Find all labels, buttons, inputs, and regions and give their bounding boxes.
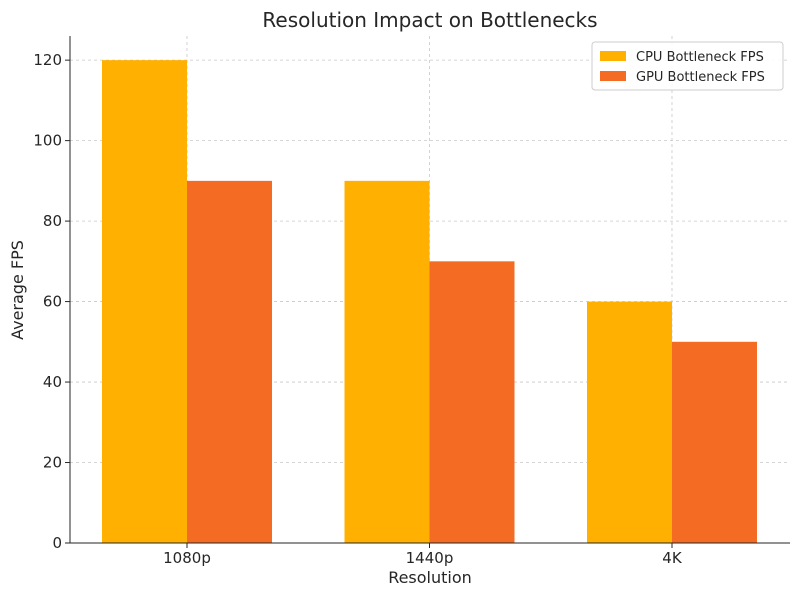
x-tick-label: 1440p (406, 549, 454, 567)
bar-cpu-4k (587, 301, 672, 543)
bar-gpu-1080p (187, 180, 272, 543)
legend-label: GPU Bottleneck FPS (636, 70, 765, 85)
bar-cpu-1080p (102, 60, 187, 544)
y-tick-label: 20 (43, 454, 62, 472)
y-ticks: 0 20 40 60 80 100 120 (33, 51, 70, 552)
bars (102, 60, 757, 544)
x-tick-label: 1080p (163, 549, 211, 567)
legend-swatch (600, 51, 626, 61)
bar-gpu-4k (672, 341, 757, 543)
y-tick-label: 40 (43, 373, 62, 391)
y-tick-label: 120 (33, 51, 62, 69)
bar-gpu-1440p (429, 261, 515, 543)
y-tick-label: 100 (33, 132, 62, 150)
x-ticks: 1080p 1440p 4K (163, 543, 683, 567)
bar-cpu-1440p (344, 180, 430, 543)
y-tick-label: 0 (52, 534, 62, 552)
y-tick-label: 60 (43, 293, 62, 311)
legend: CPU Bottleneck FPS GPU Bottleneck FPS (591, 41, 784, 91)
x-axis-label: Resolution (388, 568, 472, 587)
x-tick-label: 4K (662, 549, 683, 567)
legend-box (591, 41, 784, 91)
chart-title: Resolution Impact on Bottlenecks (262, 8, 597, 32)
legend-swatch (600, 71, 626, 81)
legend-label: CPU Bottleneck FPS (636, 50, 764, 65)
y-tick-label: 80 (43, 212, 62, 230)
y-axis-label: Average FPS (8, 240, 27, 340)
